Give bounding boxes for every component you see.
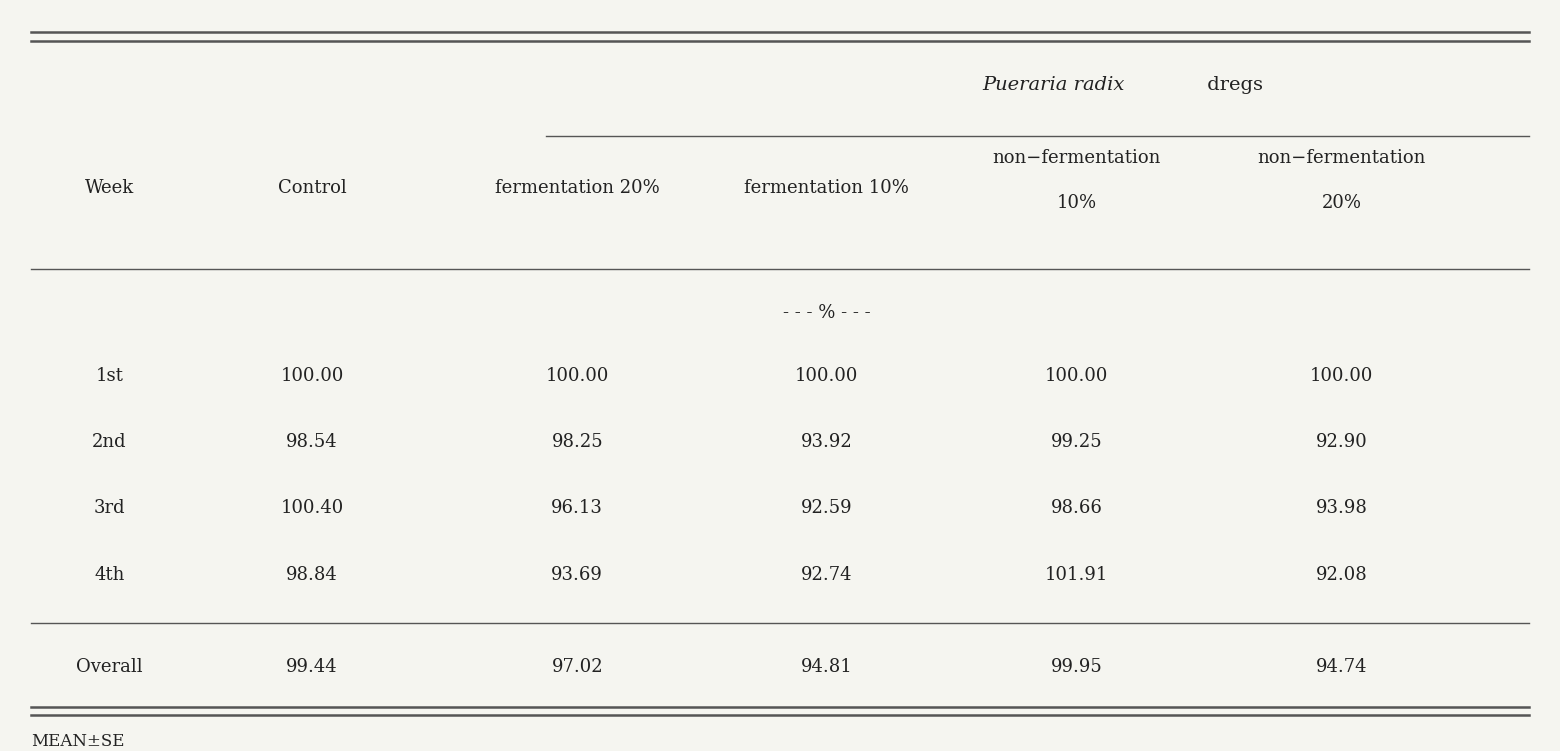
Text: 98.54: 98.54	[285, 433, 339, 451]
Text: 98.25: 98.25	[551, 433, 604, 451]
Text: 92.59: 92.59	[800, 499, 853, 517]
Text: 99.44: 99.44	[285, 658, 339, 676]
Text: non−fermentation: non−fermentation	[1257, 149, 1426, 167]
Text: 2nd: 2nd	[92, 433, 126, 451]
Text: MEAN±SE: MEAN±SE	[31, 733, 125, 750]
Text: 100.00: 100.00	[281, 366, 343, 385]
Text: 3rd: 3rd	[94, 499, 125, 517]
Text: Week: Week	[84, 179, 134, 197]
Text: Control: Control	[278, 179, 346, 197]
Text: 97.02: 97.02	[551, 658, 604, 676]
Text: 93.98: 93.98	[1315, 499, 1368, 517]
Text: 100.00: 100.00	[796, 366, 858, 385]
Text: 20%: 20%	[1321, 194, 1362, 212]
Text: 92.90: 92.90	[1315, 433, 1368, 451]
Text: 96.13: 96.13	[551, 499, 604, 517]
Text: Pueraria radix: Pueraria radix	[981, 76, 1125, 94]
Text: 94.74: 94.74	[1315, 658, 1368, 676]
Text: 1st: 1st	[95, 366, 123, 385]
Text: 94.81: 94.81	[800, 658, 853, 676]
Text: 92.08: 92.08	[1315, 566, 1368, 584]
Text: - - - % - - -: - - - % - - -	[783, 304, 870, 322]
Text: fermentation 10%: fermentation 10%	[744, 179, 909, 197]
Text: dregs: dregs	[1201, 76, 1264, 94]
Text: 98.66: 98.66	[1050, 499, 1103, 517]
Text: 93.69: 93.69	[551, 566, 604, 584]
Text: 99.25: 99.25	[1050, 433, 1103, 451]
Text: 10%: 10%	[1056, 194, 1097, 212]
Text: fermentation 20%: fermentation 20%	[495, 179, 660, 197]
Text: 92.74: 92.74	[800, 566, 853, 584]
Text: Overall: Overall	[76, 658, 142, 676]
Text: 101.91: 101.91	[1045, 566, 1108, 584]
Text: 93.92: 93.92	[800, 433, 853, 451]
Text: 98.84: 98.84	[285, 566, 339, 584]
Text: 100.00: 100.00	[1045, 366, 1108, 385]
Text: 100.00: 100.00	[1310, 366, 1373, 385]
Text: 100.00: 100.00	[546, 366, 608, 385]
Text: non−fermentation: non−fermentation	[992, 149, 1161, 167]
Text: 4th: 4th	[94, 566, 125, 584]
Text: 99.95: 99.95	[1050, 658, 1103, 676]
Text: 100.40: 100.40	[281, 499, 343, 517]
